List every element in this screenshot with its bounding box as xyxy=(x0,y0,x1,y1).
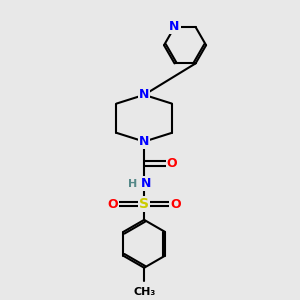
Text: N: N xyxy=(139,88,149,101)
Text: N: N xyxy=(169,20,180,34)
Text: N: N xyxy=(139,135,149,148)
Text: CH₃: CH₃ xyxy=(133,287,155,297)
Text: O: O xyxy=(108,198,118,211)
Text: N: N xyxy=(140,177,151,190)
Text: H: H xyxy=(128,179,138,189)
Text: O: O xyxy=(170,198,181,211)
Text: O: O xyxy=(167,157,177,170)
Text: S: S xyxy=(139,197,149,212)
